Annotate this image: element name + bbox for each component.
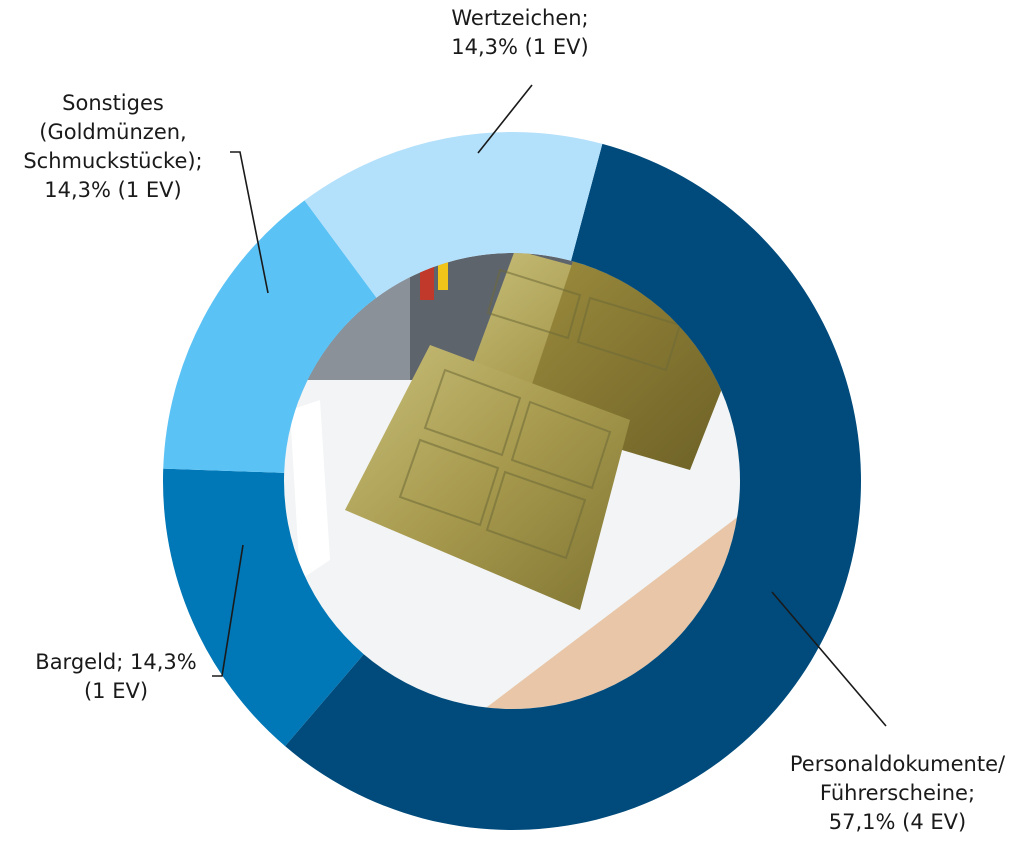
- leader-line-2: [212, 544, 244, 677]
- slice-label-line: Bargeld; 14,3%: [35, 650, 197, 674]
- slice-label-line: Führerscheine;: [819, 781, 976, 805]
- slice-label-line: Schmuckstücke);: [23, 149, 203, 173]
- slice-label-line: 14,3% (1 EV): [451, 35, 589, 59]
- leader-line-1: [771, 591, 887, 727]
- slice-label-line: Wertzeichen;: [451, 6, 589, 30]
- donut-slice-3: [163, 200, 377, 473]
- slice-label-line: 57,1% (4 EV): [828, 810, 967, 834]
- slice-label-line: Sonstiges: [62, 91, 164, 115]
- leader-line-4: [477, 84, 533, 154]
- slice-label-1: Personaldokumente/Führerscheine; 57,1% (4…: [770, 750, 1025, 837]
- slice-label-4: Wertzeichen; 14,3% (1 EV): [440, 4, 600, 62]
- slice-label-line: (Goldmünzen,: [39, 120, 187, 144]
- donut-slice-1: [285, 143, 862, 830]
- slice-label-line: (1 EV): [83, 679, 149, 703]
- donut-slice-4: [304, 132, 603, 298]
- slice-label-line: Personaldokumente/: [789, 752, 1006, 776]
- slice-label-line: 14,3% (1 EV): [44, 178, 182, 202]
- leader-line-3: [230, 151, 269, 294]
- slice-label-3: Sonstiges (Goldmünzen, Schmuckstücke); 14,3…: [8, 89, 218, 205]
- slice-label-2: Bargeld; 14,3% (1 EV): [18, 648, 214, 706]
- donut-slice-2: [163, 468, 364, 747]
